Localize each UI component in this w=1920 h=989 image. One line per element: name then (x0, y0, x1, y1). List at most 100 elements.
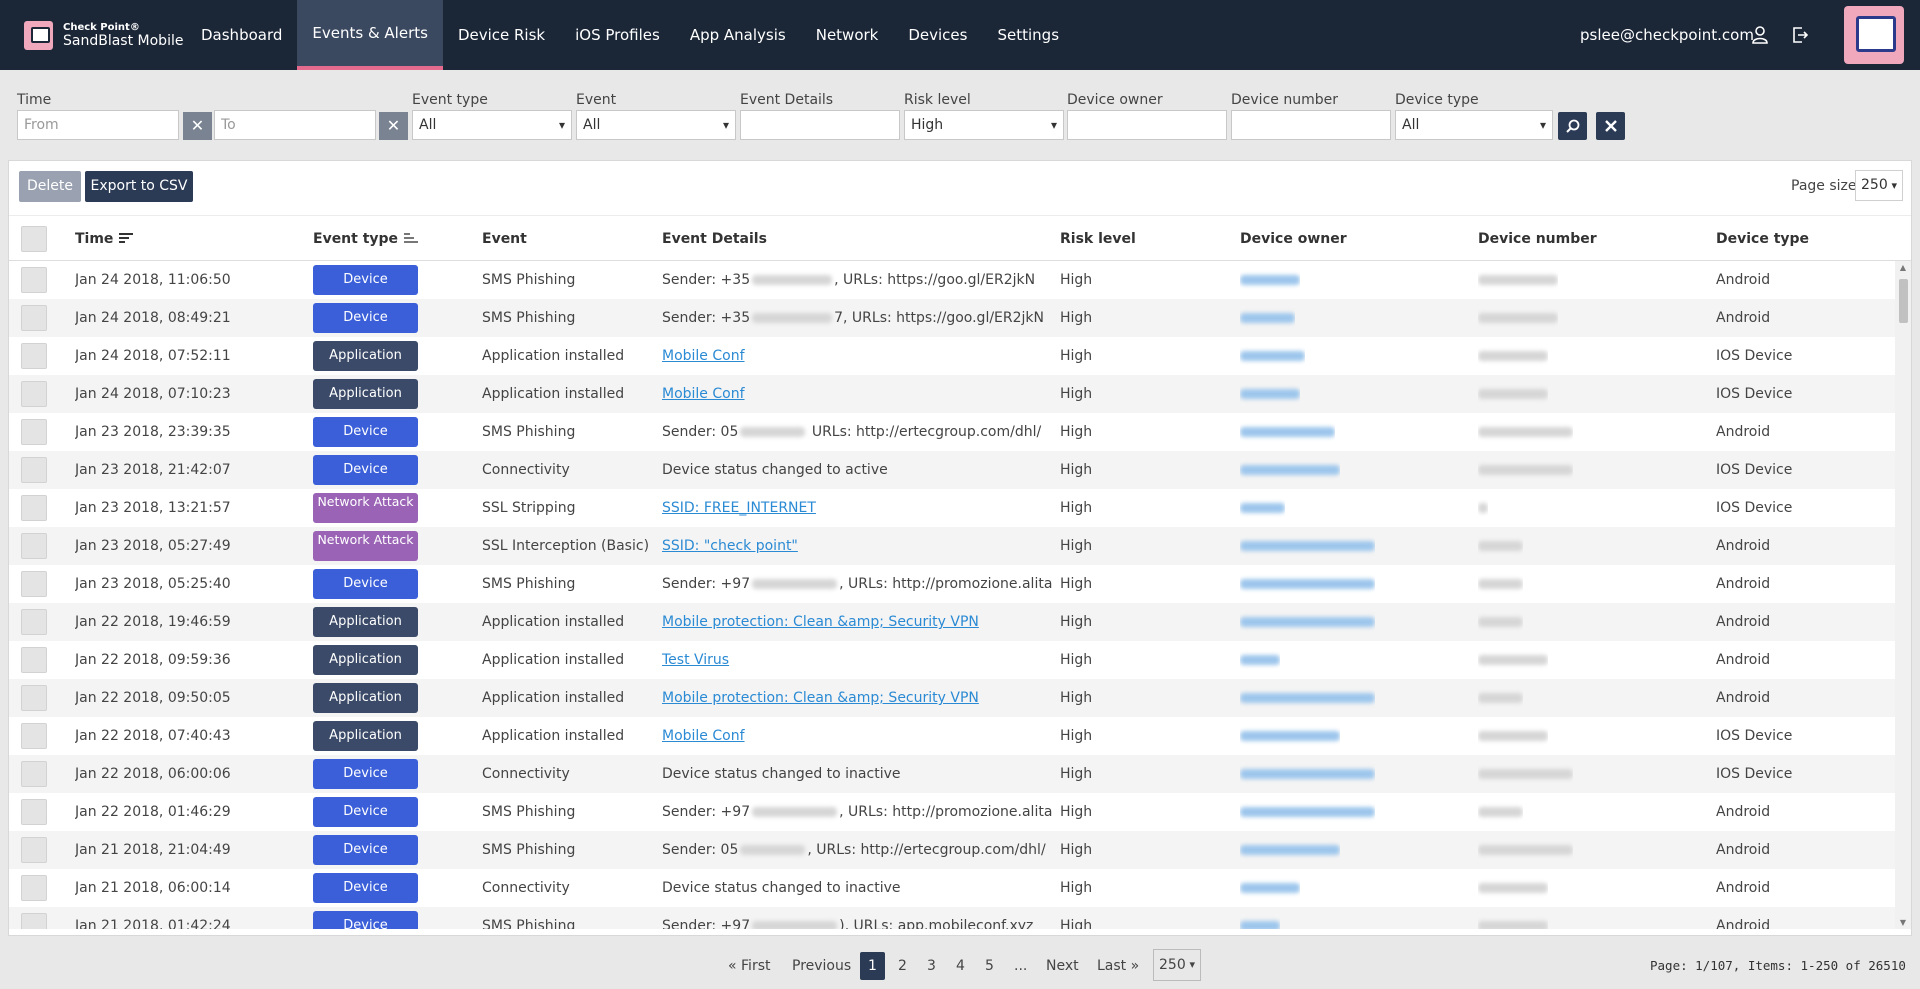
device-owner-link[interactable] (1240, 489, 1285, 527)
table-row[interactable]: Jan 23 2018, 05:25:40 Device SMS Phishing S… (9, 565, 1895, 603)
table-row[interactable]: Jan 24 2018, 08:49:21 Device SMS Phishing S… (9, 299, 1895, 337)
row-checkbox[interactable] (21, 571, 47, 597)
row-checkbox[interactable] (21, 381, 47, 407)
event-details-link[interactable]: Mobile Conf (662, 728, 745, 744)
column-header-risk-level[interactable]: Risk level (1060, 231, 1136, 247)
nav-item-ios-profiles[interactable]: iOS Profiles (575, 26, 660, 44)
event-details-link[interactable]: Test Virus (662, 652, 730, 668)
row-checkbox[interactable] (21, 457, 47, 483)
device-owner-link[interactable] (1240, 375, 1300, 413)
device-owner-link[interactable] (1240, 831, 1340, 869)
row-checkbox[interactable] (21, 267, 47, 293)
device-owner-link[interactable] (1240, 261, 1300, 299)
row-checkbox[interactable] (21, 761, 47, 787)
page-link[interactable]: 2 (898, 958, 907, 974)
scroll-up-icon[interactable]: ▲ (1899, 263, 1907, 272)
row-checkbox[interactable] (21, 875, 47, 901)
nav-item-settings[interactable]: Settings (997, 26, 1060, 44)
table-row[interactable]: Jan 21 2018, 06:00:14 Device Connectivity D… (9, 869, 1895, 907)
redacted-owner[interactable] (1240, 541, 1375, 551)
row-checkbox[interactable] (21, 533, 47, 559)
redacted-owner[interactable] (1240, 655, 1280, 665)
column-header-device-type[interactable]: Device type (1716, 231, 1810, 247)
table-row[interactable]: Jan 22 2018, 06:00:06 Device Connectivity D… (9, 755, 1895, 793)
redacted-owner[interactable] (1240, 275, 1300, 285)
row-checkbox[interactable] (21, 305, 47, 331)
clear-from-button[interactable]: ✕ (183, 112, 212, 140)
nav-item-events-alerts[interactable]: Events & Alerts (297, 0, 443, 70)
nav-item-device-risk[interactable]: Device Risk (457, 26, 546, 44)
device-owner-link[interactable] (1240, 603, 1375, 641)
event-type-select[interactable]: All (412, 110, 572, 140)
device-owner-link[interactable] (1240, 527, 1375, 565)
column-header-device-owner[interactable]: Device owner (1240, 231, 1347, 247)
column-header-event-type[interactable]: Event type (313, 216, 419, 262)
table-row[interactable]: Jan 23 2018, 13:21:57 Network Attack SSL S… (9, 489, 1895, 527)
redacted-owner[interactable] (1240, 845, 1340, 855)
redacted-owner[interactable] (1240, 731, 1340, 741)
redacted-owner[interactable] (1240, 693, 1375, 703)
table-row[interactable]: Jan 22 2018, 09:59:36 Application Applicat… (9, 641, 1895, 679)
event-details-link[interactable]: Mobile protection: Clean &amp; Security … (662, 690, 979, 706)
device-number-input[interactable] (1231, 110, 1391, 140)
delete-button[interactable]: Delete (19, 171, 81, 202)
redacted-owner[interactable] (1240, 769, 1375, 779)
device-owner-link[interactable] (1240, 869, 1300, 907)
event-details-link[interactable]: SSID: "check point" (662, 538, 798, 554)
row-checkbox[interactable] (21, 799, 47, 825)
redacted-owner[interactable] (1240, 617, 1375, 627)
row-checkbox[interactable] (21, 837, 47, 863)
clear-to-button[interactable]: ✕ (379, 112, 408, 140)
user-profile-icon[interactable] (1750, 24, 1770, 46)
row-checkbox[interactable] (21, 495, 47, 521)
event-details-link[interactable]: Mobile protection: Clean &amp; Security … (662, 614, 979, 630)
event-details-input[interactable] (740, 110, 900, 140)
nav-item-network[interactable]: Network (815, 26, 879, 44)
table-row[interactable]: Jan 24 2018, 11:06:50 Device SMS Phishing S… (9, 261, 1895, 299)
table-row[interactable]: Jan 24 2018, 07:10:23 Application Applicat… (9, 375, 1895, 413)
next-page-link[interactable]: Next (1046, 958, 1079, 974)
device-owner-input[interactable] (1067, 110, 1227, 140)
device-owner-link[interactable] (1240, 793, 1375, 831)
user-email[interactable]: pslee@checkpoint.com (1580, 26, 1754, 44)
event-select[interactable]: All (576, 110, 736, 140)
table-row[interactable]: Jan 23 2018, 21:42:07 Device Connectivity D… (9, 451, 1895, 489)
select-all-checkbox[interactable] (21, 226, 47, 252)
row-checkbox[interactable] (21, 419, 47, 445)
risk-level-select[interactable]: High (904, 110, 1064, 140)
table-row[interactable]: Jan 22 2018, 01:46:29 Device SMS Phishing S… (9, 793, 1895, 831)
device-owner-link[interactable] (1240, 717, 1340, 755)
redacted-owner[interactable] (1240, 921, 1280, 929)
checkpoint-logo[interactable]: Check Point® SandBlast Mobile (24, 20, 184, 52)
redacted-owner[interactable] (1240, 389, 1300, 399)
column-header-event-details[interactable]: Event Details (662, 231, 767, 247)
redacted-owner[interactable] (1240, 427, 1335, 437)
scroll-down-icon[interactable]: ▼ (1899, 918, 1907, 927)
device-owner-link[interactable] (1240, 679, 1375, 717)
page-link[interactable]: 5 (985, 958, 994, 974)
event-details-link[interactable]: Mobile Conf (662, 386, 745, 402)
search-button[interactable] (1558, 112, 1587, 140)
table-row[interactable]: Jan 23 2018, 23:39:35 Device SMS Phishing S… (9, 413, 1895, 451)
table-row[interactable]: Jan 22 2018, 19:46:59 Application Applicat… (9, 603, 1895, 641)
column-header-time[interactable]: Time (75, 216, 134, 262)
scrollbar-thumb[interactable] (1899, 279, 1908, 323)
row-checkbox[interactable] (21, 913, 47, 929)
row-checkbox[interactable] (21, 343, 47, 369)
nav-item-app-analysis[interactable]: App Analysis (689, 26, 786, 44)
redacted-owner[interactable] (1240, 313, 1295, 323)
time-from-input[interactable] (17, 110, 179, 140)
redacted-owner[interactable] (1240, 351, 1305, 361)
redacted-owner[interactable] (1240, 807, 1375, 817)
table-row[interactable]: Jan 24 2018, 07:52:11 Application Applicat… (9, 337, 1895, 375)
redacted-owner[interactable] (1240, 883, 1300, 893)
redacted-owner[interactable] (1240, 503, 1285, 513)
reset-filters-button[interactable] (1596, 112, 1625, 140)
redacted-owner[interactable] (1240, 579, 1375, 589)
page-link[interactable]: 3 (927, 958, 936, 974)
row-checkbox[interactable] (21, 723, 47, 749)
export-csv-button[interactable]: Export to CSV (85, 171, 193, 202)
event-details-link[interactable]: SSID: FREE_INTERNET (662, 500, 816, 516)
row-checkbox[interactable] (21, 609, 47, 635)
table-scrollbar[interactable]: ▲ ▼ (1895, 261, 1911, 929)
